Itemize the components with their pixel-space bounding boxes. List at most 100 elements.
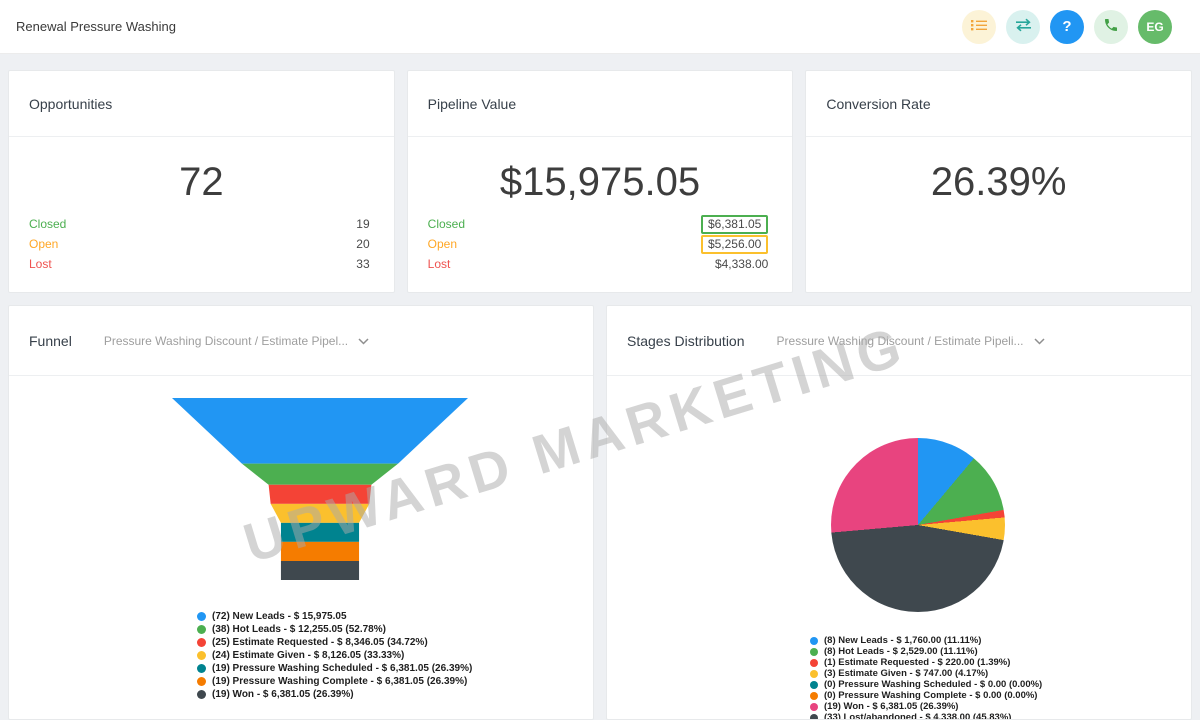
legend-item[interactable]: (0) Pressure Washing Scheduled - $ 0.00 … <box>810 679 1042 690</box>
conversion-rate-title: Conversion Rate <box>826 95 931 112</box>
funnel-segment[interactable] <box>172 398 468 464</box>
legend-dot-icon <box>197 625 206 634</box>
legend-dot-icon <box>197 690 206 699</box>
legend-dot-icon <box>810 669 818 678</box>
stages-pie-chart[interactable] <box>831 438 1005 612</box>
charts-grid: Funnel Pressure Washing Discount / Estim… <box>8 305 1192 720</box>
funnel-segment[interactable] <box>280 560 360 580</box>
opportunities-breakdown: Closed 19 Open 20 Lost 33 <box>9 214 394 274</box>
legend-label: (19) Pressure Washing Complete - $ 6,381… <box>212 676 468 687</box>
legend-label: (1) Estimate Requested - $ 220.00 (1.39%… <box>824 657 1011 668</box>
legend-item[interactable]: (19) Pressure Washing Scheduled - $ 6,38… <box>197 662 472 675</box>
stat-value: 33 <box>356 257 370 271</box>
stat-value: $4,338.00 <box>714 257 769 271</box>
legend-item[interactable]: (19) Won - $ 6,381.05 (26.39%) <box>810 701 1042 712</box>
topbar: Renewal Pressure Washing ? <box>0 0 1200 54</box>
legend-dot-icon <box>810 636 818 645</box>
legend-dot-icon <box>197 638 206 647</box>
conversion-rate-total: 26.39% <box>930 160 1067 204</box>
stat-row: Closed $6,381.05 <box>428 214 769 234</box>
legend-label: (8) New Leads - $ 1,760.00 (11.11%) <box>824 635 982 646</box>
stat-value: $6,381.05 <box>700 214 769 234</box>
help-button[interactable]: ? <box>1050 9 1084 44</box>
legend-label: (19) Won - $ 6,381.05 (26.39%) <box>212 689 354 700</box>
legend-label: (3) Estimate Given - $ 747.00 (4.17%) <box>824 668 989 679</box>
legend-label: (0) Pressure Washing Complete - $ 0.00 (… <box>824 690 1038 701</box>
legend-label: (8) Hot Leads - $ 2,529.00 (11.11%) <box>824 646 978 657</box>
legend-item[interactable]: (72) New Leads - $ 15,975.05 <box>197 610 472 623</box>
stat-label: Lost <box>29 257 52 271</box>
legend-dot-icon <box>197 677 206 686</box>
stages-title: Stages Distribution <box>627 332 745 349</box>
phone-icon <box>1103 17 1119 36</box>
legend-dot-icon <box>810 691 818 700</box>
legend-label: (24) Estimate Given - $ 8,126.05 (33.33%… <box>212 650 405 661</box>
pipeline-value-total: $15,975.05 <box>499 160 701 204</box>
transfer-arrows-icon <box>1015 18 1032 35</box>
stat-label: Closed <box>427 217 466 231</box>
funnel-pipeline-selector[interactable]: Pressure Washing Discount / Estimate Pip… <box>104 334 369 348</box>
stages-pipeline-selector[interactable]: Pressure Washing Discount / Estimate Pip… <box>777 334 1045 348</box>
legend-label: (33) Lost/abandoned - $ 4,338.00 (45.83%… <box>824 712 1012 720</box>
dashboard-content: Opportunities 72 Closed 19 Open 20 Lost 33 Pi… <box>0 54 1200 720</box>
stages-card-header: Stages Distribution Pressure Washing Dis… <box>607 306 1191 376</box>
stat-label: Open <box>427 237 458 251</box>
stat-label: Lost <box>427 257 451 271</box>
tasks-list-button[interactable] <box>962 9 996 44</box>
legend-label: (25) Estimate Requested - $ 8,346.05 (34… <box>212 637 428 648</box>
stat-row: Open $5,256.00 <box>428 234 769 254</box>
card-header: Opportunities <box>9 71 394 137</box>
legend-label: (72) New Leads - $ 15,975.05 <box>212 611 347 622</box>
legend-label: (38) Hot Leads - $ 12,255.05 (52.78%) <box>212 624 386 635</box>
legend-dot-icon <box>810 680 818 689</box>
stats-grid: Opportunities 72 Closed 19 Open 20 Lost 33 Pi… <box>8 70 1192 293</box>
legend-label: (19) Pressure Washing Scheduled - $ 6,38… <box>212 663 473 674</box>
stages-pipeline-label: Pressure Washing Discount / Estimate Pip… <box>776 333 1024 348</box>
pipeline-value-breakdown: Closed $6,381.05 Open $5,256.00 Lost $4,338.0… <box>408 214 793 274</box>
page-title: Renewal Pressure Washing <box>16 19 176 34</box>
legend-dot-icon <box>810 647 818 656</box>
stat-label: Closed <box>29 217 67 231</box>
funnel-card-header: Funnel Pressure Washing Discount / Estim… <box>9 306 593 376</box>
funnel-segment[interactable] <box>268 484 372 504</box>
funnel-chart-body: (72) New Leads - $ 15,975.05 (38) Hot Lea… <box>9 376 593 701</box>
legend-item[interactable]: (3) Estimate Given - $ 747.00 (4.17%) <box>810 668 1042 679</box>
conversion-rate-card: Conversion Rate 26.39% <box>805 70 1192 293</box>
legend-item[interactable]: (19) Won - $ 6,381.05 (26.39%) <box>197 688 472 701</box>
funnel-segment[interactable] <box>280 522 360 542</box>
legend-item[interactable]: (33) Lost/abandoned - $ 4,338.00 (45.83%… <box>810 712 1042 720</box>
funnel-chart[interactable] <box>172 398 468 580</box>
legend-item[interactable]: (19) Pressure Washing Complete - $ 6,381… <box>197 675 472 688</box>
legend-item[interactable]: (8) Hot Leads - $ 2,529.00 (11.11%) <box>810 646 1042 657</box>
legend-item[interactable]: (24) Estimate Given - $ 8,126.05 (33.33%… <box>197 649 472 662</box>
transfer-button[interactable] <box>1006 9 1040 44</box>
chevron-down-icon <box>358 334 369 348</box>
list-icon <box>971 18 987 35</box>
legend-dot-icon <box>810 702 818 711</box>
legend-item[interactable]: (1) Estimate Requested - $ 220.00 (1.39%… <box>810 657 1042 668</box>
funnel-segment[interactable] <box>241 463 399 485</box>
legend-item[interactable]: (38) Hot Leads - $ 12,255.05 (52.78%) <box>197 623 472 636</box>
opportunities-title: Opportunities <box>29 95 113 112</box>
avatar[interactable]: EG <box>1138 9 1172 44</box>
legend-label: (0) Pressure Washing Scheduled - $ 0.00 … <box>824 679 1043 690</box>
pipeline-value-card: Pipeline Value $15,975.05 Closed $6,381.0… <box>406 70 794 293</box>
topbar-actions: ? EG <box>962 9 1184 44</box>
funnel-pipeline-label: Pressure Washing Discount / Estimate Pip… <box>103 333 349 348</box>
stat-value: 20 <box>356 237 370 251</box>
legend-dot-icon <box>197 612 206 621</box>
legend-item[interactable]: (8) New Leads - $ 1,760.00 (11.11%) <box>810 635 1042 646</box>
legend-item[interactable]: (25) Estimate Requested - $ 8,346.05 (34… <box>197 636 472 649</box>
chevron-down-icon <box>1033 334 1045 348</box>
legend-item[interactable]: (0) Pressure Washing Complete - $ 0.00 (… <box>810 690 1042 701</box>
funnel-segment[interactable] <box>270 503 370 523</box>
funnel-card: Funnel Pressure Washing Discount / Estim… <box>8 305 594 720</box>
legend-dot-icon <box>197 664 206 673</box>
legend-dot-icon <box>810 658 818 667</box>
funnel-segment[interactable] <box>280 541 360 561</box>
opportunities-card: Opportunities 72 Closed 19 Open 20 Lost 33 <box>8 70 395 293</box>
phone-button[interactable] <box>1094 9 1128 44</box>
legend-dot-icon <box>197 651 206 660</box>
legend-label: (19) Won - $ 6,381.05 (26.39%) <box>824 701 959 712</box>
opportunities-total: 72 <box>179 160 224 204</box>
